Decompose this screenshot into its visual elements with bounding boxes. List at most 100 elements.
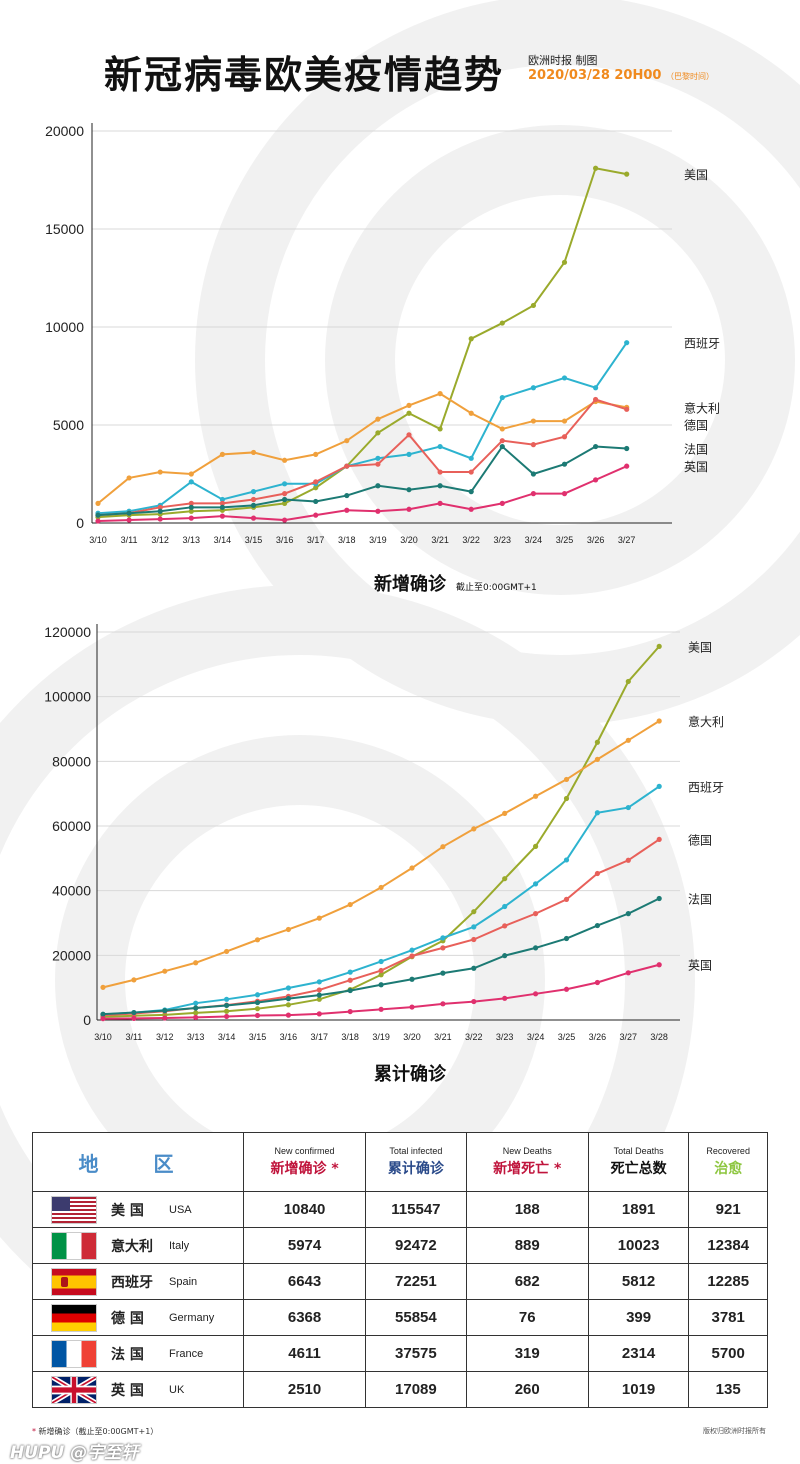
total-deaths-cell: 399 bbox=[587, 1299, 690, 1336]
data-point bbox=[563, 935, 570, 942]
country-en: Italy bbox=[169, 1239, 190, 1252]
data-point bbox=[375, 461, 381, 467]
y-tick-label: 20000 bbox=[52, 947, 91, 963]
country-cn: 西班牙 bbox=[111, 1274, 153, 1291]
data-point bbox=[316, 987, 322, 993]
header: 新冠病毒欧美疫情趋势 欧洲时报 制图 2020/03/28 20H00 （巴黎时… bbox=[0, 30, 800, 100]
x-tick-label: 3/28 bbox=[650, 1032, 668, 1042]
data-point bbox=[157, 469, 163, 475]
x-tick-label: 3/14 bbox=[214, 535, 232, 545]
data-point bbox=[625, 857, 631, 863]
chart-subtitle: 截止至0:00GMT+1 bbox=[456, 581, 537, 593]
series-label: 意大利 bbox=[688, 714, 724, 729]
data-point bbox=[625, 737, 631, 743]
data-point bbox=[533, 991, 539, 997]
data-point bbox=[533, 945, 539, 951]
country-en: Spain bbox=[169, 1275, 198, 1288]
data-point bbox=[440, 935, 446, 941]
data-point bbox=[471, 826, 477, 832]
country-cell: 西班牙 Spain bbox=[32, 1263, 244, 1300]
data-point bbox=[224, 1008, 230, 1014]
data-point bbox=[593, 165, 599, 171]
recovered-cell: 5700 bbox=[688, 1335, 768, 1372]
data-point bbox=[530, 442, 537, 448]
country-cn: 英 国 bbox=[111, 1382, 144, 1399]
data-point bbox=[533, 881, 539, 887]
recovered-cell: 12384 bbox=[688, 1227, 768, 1264]
total-deaths-cell: 1019 bbox=[587, 1371, 690, 1408]
data-point bbox=[561, 461, 568, 467]
recovered-header: Recovered 治愈 bbox=[688, 1132, 768, 1192]
data-point bbox=[250, 502, 257, 508]
france-flag-icon bbox=[51, 1339, 97, 1368]
total-infected-cell: 92472 bbox=[365, 1227, 467, 1264]
x-tick-label: 3/25 bbox=[556, 535, 574, 545]
data-point bbox=[316, 1011, 322, 1017]
data-point bbox=[468, 506, 474, 512]
data-point bbox=[625, 970, 631, 976]
data-point bbox=[254, 937, 261, 943]
header-cn: 新增死亡 * bbox=[467, 1158, 588, 1178]
data-point bbox=[347, 987, 353, 994]
data-point bbox=[502, 923, 508, 929]
data-point bbox=[282, 481, 288, 487]
data-point bbox=[254, 1012, 261, 1019]
data-point bbox=[157, 504, 163, 510]
watermark: HUPU @宇至轩 bbox=[10, 1443, 139, 1463]
header-star: * bbox=[549, 1161, 562, 1177]
header-cn-text: 治愈 bbox=[714, 1161, 743, 1177]
country-en: UK bbox=[169, 1383, 185, 1396]
data-point bbox=[502, 810, 508, 816]
y-tick-label: 60000 bbox=[52, 818, 91, 834]
y-tick-label: 120000 bbox=[44, 624, 91, 640]
series-label: 意大利 bbox=[684, 400, 720, 415]
total-infected-header: Total infected 累计确诊 bbox=[365, 1132, 467, 1192]
y-tick-label: 0 bbox=[83, 1012, 91, 1028]
data-point bbox=[126, 475, 132, 481]
data-point bbox=[95, 512, 101, 518]
data-point bbox=[347, 901, 353, 908]
x-tick-label: 3/12 bbox=[151, 535, 169, 545]
data-point bbox=[437, 426, 443, 432]
data-point bbox=[254, 999, 261, 1006]
x-tick-label: 3/10 bbox=[94, 1032, 112, 1042]
x-tick-label: 3/11 bbox=[121, 535, 138, 545]
x-tick-label: 3/20 bbox=[400, 535, 418, 545]
page-title: 新冠病毒欧美疫情趋势 bbox=[104, 53, 505, 97]
data-point bbox=[624, 463, 630, 469]
header-cn: 死亡总数 bbox=[589, 1158, 689, 1178]
data-point bbox=[409, 865, 415, 871]
data-point bbox=[561, 418, 568, 424]
x-tick-label: 3/24 bbox=[527, 1032, 545, 1042]
data-point bbox=[313, 512, 319, 518]
data-point bbox=[533, 793, 539, 799]
total-infected-cell: 55854 bbox=[365, 1299, 467, 1336]
data-point bbox=[502, 876, 508, 882]
series-line bbox=[97, 398, 628, 517]
data-point bbox=[499, 438, 505, 444]
y-tick-label: 0 bbox=[76, 515, 84, 531]
uk-flag-icon bbox=[51, 1375, 97, 1404]
data-point bbox=[437, 391, 443, 397]
total-deaths-cell: 5812 bbox=[587, 1263, 690, 1300]
series-label: 美国 bbox=[684, 168, 708, 182]
data-point bbox=[162, 1015, 168, 1021]
new-deaths-cell: 188 bbox=[465, 1191, 589, 1228]
header-star: * bbox=[326, 1161, 339, 1177]
data-point bbox=[344, 492, 350, 499]
x-tick-label: 3/14 bbox=[218, 1032, 236, 1042]
x-tick-label: 3/13 bbox=[187, 1032, 205, 1042]
series-line bbox=[97, 392, 627, 505]
series-line bbox=[97, 445, 627, 517]
data-point bbox=[594, 922, 601, 929]
data-point bbox=[563, 896, 570, 902]
table-row: 美 国 USA 10840 115547 188 1891 921 bbox=[32, 1191, 768, 1228]
italy-flag-icon bbox=[51, 1231, 97, 1260]
data-point bbox=[594, 810, 601, 816]
total-deaths-cell: 10023 bbox=[587, 1227, 690, 1264]
x-tick-label: 3/15 bbox=[245, 535, 263, 545]
spain-flag-icon bbox=[51, 1267, 97, 1296]
data-point bbox=[378, 982, 384, 988]
x-tick-label: 3/21 bbox=[431, 535, 449, 545]
data-point bbox=[502, 995, 508, 1001]
